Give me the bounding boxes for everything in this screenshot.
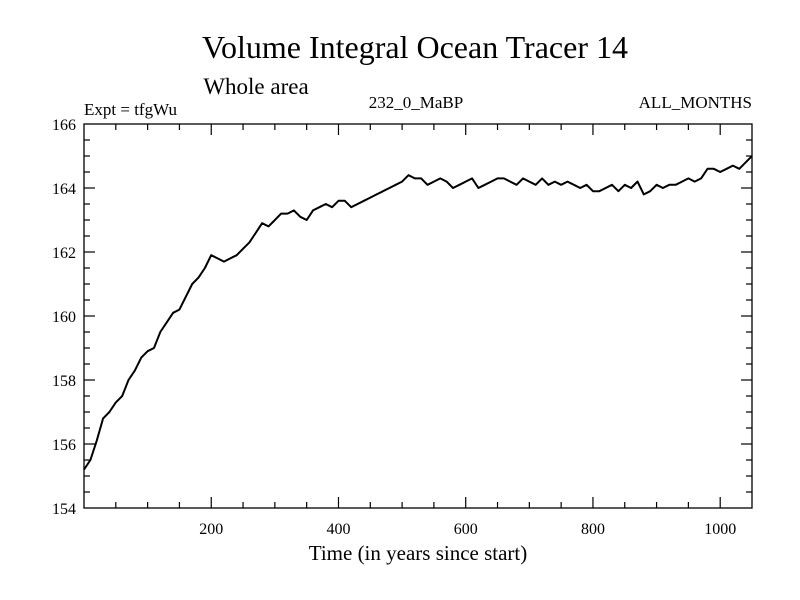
experiment-label: Expt = tfgWu bbox=[84, 100, 177, 119]
x-tick-label: 800 bbox=[581, 521, 605, 538]
y-tick-label: 166 bbox=[52, 117, 76, 134]
y-tick-label: 162 bbox=[52, 245, 76, 262]
series-line-tracer14 bbox=[83, 155, 753, 471]
y-tick-label: 158 bbox=[52, 373, 76, 390]
y-tick-label: 156 bbox=[52, 437, 76, 454]
y-tick-label: 160 bbox=[52, 309, 76, 326]
axis-ticks bbox=[84, 124, 752, 508]
y-tick-label: 154 bbox=[52, 501, 76, 518]
y-tick-label: 164 bbox=[52, 181, 76, 198]
chart-subtitle: Whole area bbox=[203, 74, 308, 99]
months-label: ALL_MONTHS bbox=[639, 93, 752, 112]
x-axis-label: Time (in years since start) bbox=[309, 541, 528, 565]
y-tick-labels: 154 156 158 160 162 164 166 bbox=[52, 117, 76, 518]
chart-title: Volume Integral Ocean Tracer 14 bbox=[202, 29, 628, 65]
x-tick-label: 400 bbox=[326, 521, 350, 538]
period-label: 232_0_MaBP bbox=[369, 93, 463, 112]
x-tick-label: 200 bbox=[199, 521, 223, 538]
plot-frame bbox=[83, 123, 753, 509]
x-tick-labels: 200 400 600 800 1000 bbox=[199, 521, 736, 538]
x-tick-label: 1000 bbox=[704, 521, 736, 538]
x-tick-label: 600 bbox=[454, 521, 478, 538]
